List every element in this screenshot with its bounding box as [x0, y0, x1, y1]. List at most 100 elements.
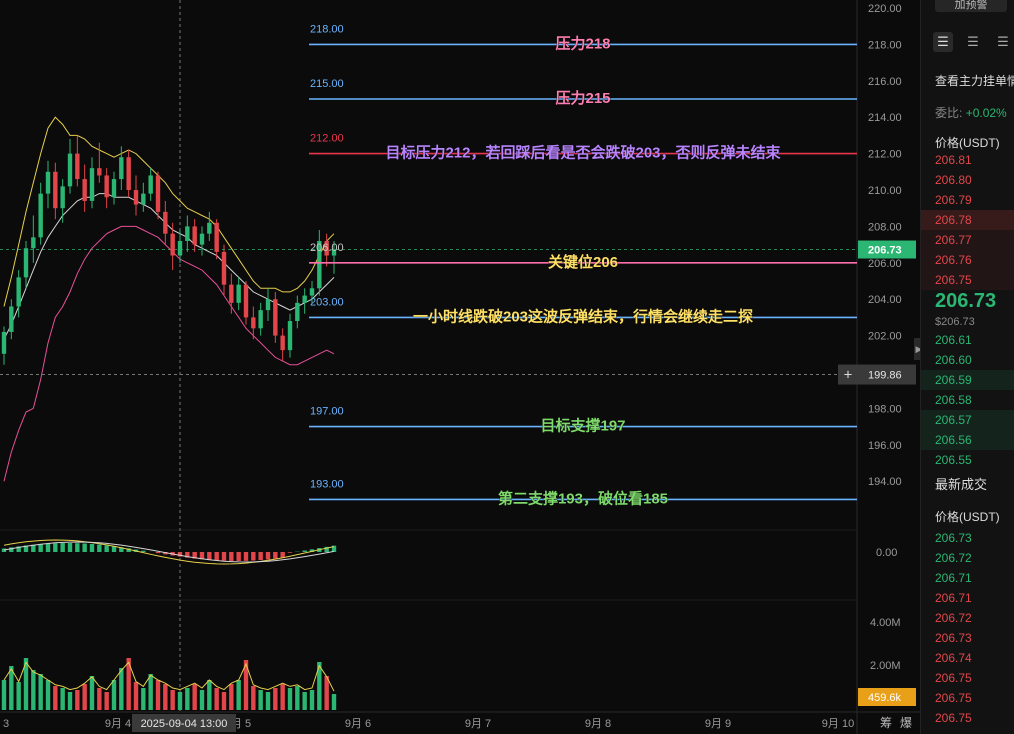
orderbook-price: 206.78	[935, 213, 972, 227]
volume-bar	[199, 690, 205, 710]
crosshair-time-label: 2025-09-04 13:00	[141, 718, 228, 730]
volume-bar	[16, 682, 21, 710]
orderbook-row[interactable]: 206.75	[921, 270, 1014, 290]
ratio-label: 委比: +0.02%	[935, 106, 1007, 120]
orderbook-row[interactable]: 206.81	[921, 150, 1014, 170]
orderbook-row[interactable]: 206.58	[921, 390, 1014, 410]
price-chart[interactable]: 218.00 压力218 215.00 压力215 212.00 目标压力212，若回踩后…	[0, 0, 920, 734]
macd-bar	[265, 552, 271, 560]
macd-bar	[67, 543, 73, 552]
candle-body	[251, 317, 256, 329]
orderbook-row[interactable]: 206.57	[921, 410, 1014, 430]
orderbook-row[interactable]: 206.74	[921, 648, 1014, 668]
macd-bar	[23, 545, 29, 552]
volume-bar	[214, 688, 219, 710]
macd-dea-line	[3, 541, 335, 563]
volume-bar	[317, 662, 322, 710]
time-tick-label: 9月 9	[705, 718, 731, 730]
macd-bar	[324, 546, 329, 552]
macd-bar	[177, 552, 183, 557]
candle-body	[155, 175, 161, 212]
orderbook-row[interactable]: 206.75	[921, 668, 1014, 688]
orderbook-price: 206.71	[935, 591, 972, 605]
volume-bar	[126, 658, 131, 710]
candle-body	[265, 299, 271, 311]
current-volume-tag	[858, 688, 916, 706]
macd-bar	[185, 552, 190, 558]
macd-bar	[82, 543, 87, 552]
orderbook-price: 206.76	[935, 253, 972, 267]
orderbook-row[interactable]: 206.72	[921, 548, 1014, 568]
candle-body	[309, 288, 315, 296]
volume-bar	[163, 684, 168, 710]
candle-body	[75, 153, 80, 180]
volume-bar	[133, 682, 139, 710]
candle-body	[317, 240, 322, 289]
price-tick-label: 198.00	[868, 403, 902, 415]
candle-body	[38, 193, 43, 238]
orderbook-row[interactable]: 206.76	[921, 250, 1014, 270]
macd-bar	[9, 547, 14, 552]
orderbook-row[interactable]: 206.75	[921, 708, 1014, 728]
orderbook-price: 206.60	[935, 353, 972, 367]
price-tick-label: 206.00	[868, 258, 902, 270]
orderbook-row[interactable]: 206.71	[921, 568, 1014, 588]
macd-bar	[126, 548, 131, 552]
add-alert-button[interactable]: 加预警	[935, 0, 1007, 12]
volume-bar	[148, 674, 153, 710]
current-price-tag	[858, 240, 916, 259]
orderbook-row[interactable]: 206.56	[921, 430, 1014, 450]
candle-body	[163, 211, 168, 234]
orderbook-row[interactable]: 206.80	[921, 170, 1014, 190]
orderbook-row[interactable]: 206.55	[921, 450, 1014, 470]
crosshair-time-tag	[132, 714, 236, 732]
volume-bar	[221, 692, 227, 710]
current-volume-label: 459.6k	[868, 692, 902, 704]
orderbook-row[interactable]: 206.73	[921, 628, 1014, 648]
orderbook-row[interactable]: 206.61	[921, 330, 1014, 350]
candle-body	[295, 302, 300, 322]
volume-bar	[75, 690, 80, 710]
orderbook-price: 206.61	[935, 333, 972, 347]
chart-grid	[0, 0, 920, 734]
price-header: 价格(USDT)	[935, 136, 1000, 150]
orderbook-row[interactable]: 206.73	[921, 528, 1014, 548]
volume-bar	[45, 680, 51, 710]
price-tick-label: 212.00	[868, 149, 902, 161]
orderbook-price: 206.75	[935, 273, 972, 287]
orderbook-row[interactable]: 206.77	[921, 230, 1014, 250]
candle-body	[126, 157, 131, 190]
main-orders-link[interactable]: 查看主力挂单情	[935, 74, 1014, 88]
macd-bar	[75, 543, 80, 552]
macd-bar	[104, 545, 109, 552]
time-axis: 3 9月 4 9月 5 9月 6 9月 7 9月 8 9月 9 9月 102025-09-04…	[3, 714, 912, 732]
collapse-handle-icon[interactable]: ▶	[914, 338, 924, 360]
volume-bar	[53, 686, 58, 710]
candlesticks	[1, 135, 337, 365]
orderbook-row[interactable]: 206.78	[921, 210, 1014, 230]
macd-bar	[119, 547, 124, 552]
asks-view-icon[interactable]: ☰	[997, 34, 1009, 49]
candle-body	[207, 222, 212, 234]
orderbook-row[interactable]: 206.72	[921, 608, 1014, 628]
both-sides-view-icon[interactable]: ☰	[933, 32, 953, 52]
orderbook-row[interactable]: 206.75	[921, 688, 1014, 708]
bids-view-icon[interactable]: ☰	[967, 34, 979, 49]
macd-bar	[53, 543, 58, 552]
candle-body	[89, 168, 95, 201]
volume-bar	[155, 680, 161, 710]
orderbook-price: 206.80	[935, 173, 972, 187]
price-tick-label: 202.00	[868, 331, 902, 343]
orderbook-row[interactable]: 206.59	[921, 370, 1014, 390]
orderbook-row[interactable]: 206.60	[921, 350, 1014, 370]
macd-bar	[287, 552, 293, 553]
crosshair-price-tag	[858, 364, 916, 385]
recent-trades-tab[interactable]: 最新成交	[935, 477, 988, 492]
macd-dif-line	[3, 539, 335, 565]
candle-body	[133, 190, 139, 205]
level-price-label: 197.00	[310, 406, 344, 418]
orderbook-row[interactable]: 206.79	[921, 190, 1014, 210]
candle-body	[192, 226, 197, 245]
orderbook-row[interactable]: 206.71	[921, 588, 1014, 608]
candle-body	[141, 193, 146, 205]
